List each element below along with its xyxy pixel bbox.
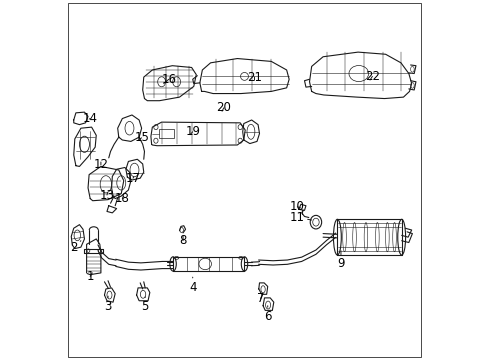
Text: 20: 20 xyxy=(216,102,231,114)
Text: 18: 18 xyxy=(115,192,129,205)
Text: 15: 15 xyxy=(134,131,149,144)
Text: 11: 11 xyxy=(289,211,311,224)
Text: 6: 6 xyxy=(264,306,271,323)
Text: 14: 14 xyxy=(82,112,98,125)
Text: 10: 10 xyxy=(289,200,304,213)
Text: 7: 7 xyxy=(256,292,264,305)
Text: 1: 1 xyxy=(86,270,94,283)
Text: 4: 4 xyxy=(188,277,196,294)
Text: 17: 17 xyxy=(125,172,140,185)
Text: 5: 5 xyxy=(141,297,148,313)
Text: 16: 16 xyxy=(161,73,176,86)
Text: 13: 13 xyxy=(100,189,114,202)
Text: 8: 8 xyxy=(179,234,186,247)
Text: 22: 22 xyxy=(364,70,379,83)
Text: 9: 9 xyxy=(337,251,344,270)
Text: 3: 3 xyxy=(104,296,111,313)
Text: 12: 12 xyxy=(93,158,108,171)
Text: 19: 19 xyxy=(185,125,200,138)
Text: 2: 2 xyxy=(70,241,81,255)
Text: 21: 21 xyxy=(246,71,262,84)
Bar xyxy=(159,129,173,138)
